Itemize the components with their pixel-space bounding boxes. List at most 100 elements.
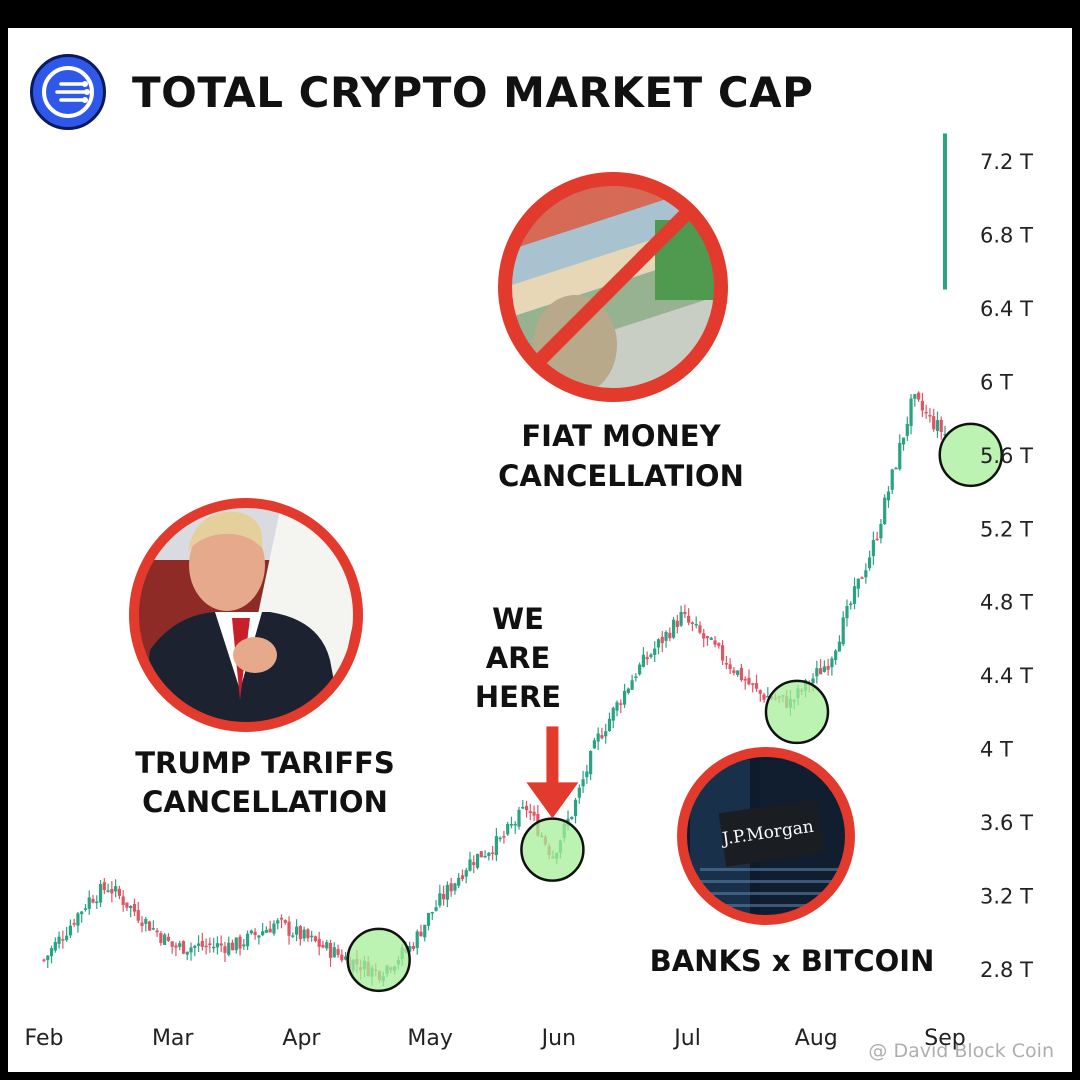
candle-body bbox=[675, 620, 679, 628]
candle-body bbox=[227, 942, 231, 955]
prohibition-circle bbox=[498, 172, 728, 402]
x-tick-label: Aug bbox=[795, 1026, 838, 1051]
candle-body bbox=[196, 943, 201, 946]
candle-body bbox=[479, 851, 483, 858]
candle-body bbox=[42, 959, 46, 961]
y-tick-label: 4.4 T bbox=[980, 664, 1033, 688]
candle-body bbox=[415, 931, 419, 948]
y-tick-label: 4 T bbox=[980, 738, 1013, 762]
x-tick-label: Mar bbox=[152, 1026, 194, 1051]
candle-body bbox=[268, 928, 272, 933]
candle-body bbox=[860, 577, 864, 579]
highlight-circle bbox=[938, 422, 1003, 488]
jpmorgan-photo-frame bbox=[677, 747, 855, 925]
arrow-head bbox=[526, 782, 579, 819]
candle-body bbox=[102, 882, 106, 891]
candle-body bbox=[589, 751, 593, 775]
candle-body bbox=[460, 875, 465, 880]
candle-body bbox=[65, 935, 69, 941]
candle-body bbox=[272, 923, 276, 934]
candle-body bbox=[68, 925, 72, 936]
x-tick-label: Jun bbox=[540, 1026, 576, 1051]
candle-body bbox=[592, 740, 597, 749]
candle-body bbox=[754, 683, 759, 689]
candle-body bbox=[487, 852, 491, 856]
candle-body bbox=[49, 948, 54, 957]
candle-body bbox=[242, 944, 246, 947]
candle-body bbox=[698, 625, 702, 633]
candle-body bbox=[132, 903, 137, 912]
y-tick-label: 3.6 T bbox=[980, 811, 1033, 835]
candle-body bbox=[291, 935, 295, 937]
candle-body bbox=[494, 836, 498, 856]
candle-body bbox=[498, 837, 502, 840]
candle-body bbox=[837, 641, 842, 652]
candle-body bbox=[641, 654, 646, 667]
candle-body bbox=[491, 852, 495, 854]
candle-body bbox=[212, 946, 216, 949]
candle-body bbox=[181, 941, 186, 954]
candle-body bbox=[724, 663, 728, 665]
candle-body bbox=[521, 806, 525, 809]
highlight-circle bbox=[520, 817, 585, 882]
candle-body bbox=[129, 905, 133, 909]
candle-body bbox=[423, 924, 427, 938]
candle-body bbox=[822, 666, 826, 672]
candle-body bbox=[317, 938, 321, 947]
highlight-circle bbox=[346, 927, 411, 993]
candle-body bbox=[261, 931, 265, 936]
candle-body bbox=[302, 929, 306, 939]
candle-body bbox=[815, 668, 819, 677]
candle-body bbox=[690, 622, 695, 624]
candle-body bbox=[253, 931, 257, 936]
candle-body bbox=[739, 667, 744, 681]
candle-body bbox=[336, 949, 340, 955]
x-tick-label: Apr bbox=[282, 1026, 321, 1051]
candle-body bbox=[653, 648, 657, 655]
candle-body bbox=[713, 640, 717, 645]
candle-body bbox=[909, 398, 913, 427]
candle-body bbox=[702, 633, 706, 639]
candle-body bbox=[283, 920, 287, 923]
candle-body bbox=[875, 538, 879, 541]
candle-body bbox=[845, 606, 849, 619]
x-axis: Feb Mar Apr May Jun Jul Aug Sep bbox=[25, 1026, 966, 1051]
candle-body bbox=[905, 423, 909, 436]
candle-body bbox=[408, 945, 412, 952]
candle-body bbox=[638, 664, 642, 675]
candle-body bbox=[457, 877, 461, 886]
candle-body bbox=[856, 578, 860, 589]
candle-body bbox=[419, 931, 423, 937]
candle-body bbox=[249, 930, 253, 934]
candle-body bbox=[83, 908, 88, 910]
candle-body bbox=[57, 936, 61, 944]
candle-body bbox=[136, 910, 140, 921]
candle-body bbox=[649, 654, 653, 657]
y-tick-label: 5.2 T bbox=[980, 517, 1033, 541]
candle-body bbox=[611, 707, 615, 721]
candle-body bbox=[453, 883, 457, 891]
candle-body bbox=[279, 917, 284, 920]
candle-body bbox=[445, 884, 449, 900]
y-tick-label: 4.8 T bbox=[980, 591, 1033, 615]
candle-body bbox=[151, 928, 155, 930]
candle-body bbox=[144, 918, 148, 924]
candle-body bbox=[155, 930, 159, 933]
candle-body bbox=[204, 945, 208, 948]
candle-body bbox=[449, 883, 453, 892]
y-tick-label: 6 T bbox=[980, 370, 1013, 394]
candle-body bbox=[464, 870, 468, 877]
candle-body bbox=[604, 731, 608, 737]
candle-body bbox=[178, 943, 182, 947]
candle-body bbox=[826, 665, 830, 670]
candle-body bbox=[630, 680, 634, 690]
candle-body bbox=[585, 771, 589, 778]
candle-body bbox=[502, 836, 506, 838]
candle-body bbox=[328, 942, 333, 958]
candle-body bbox=[91, 898, 95, 903]
candle-body bbox=[619, 703, 623, 705]
candle-body bbox=[935, 420, 940, 431]
candle-body bbox=[645, 656, 649, 660]
candle-body bbox=[230, 942, 235, 951]
candle-body bbox=[570, 816, 574, 819]
